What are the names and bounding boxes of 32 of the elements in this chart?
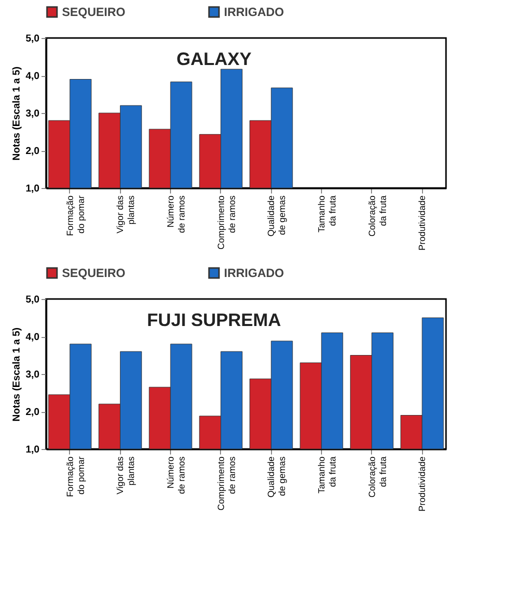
y-axis-title: Notas (Escala 1 a 5) bbox=[12, 66, 23, 160]
x-tick-label: Vigor das plantas bbox=[115, 456, 136, 494]
y-tick-label: 3,0 bbox=[26, 108, 40, 120]
y-tick-label: 2,0 bbox=[26, 407, 40, 418]
y-tick-label: 3,0 bbox=[26, 370, 40, 380]
x-tick-label: Comprimento de ramos bbox=[216, 456, 237, 511]
y-tick-label: 4,0 bbox=[26, 71, 40, 82]
text: GALAXY bbox=[176, 49, 252, 69]
x-tick-label: Produtividade bbox=[417, 456, 428, 512]
y-tick-label: 1,0 bbox=[26, 444, 40, 456]
x-tick-label: Vigor das plantas bbox=[115, 195, 136, 234]
x-tick-label: Coloração da fruta bbox=[366, 456, 388, 498]
x-tick-label: Formação do pomar bbox=[64, 456, 86, 498]
x-tick-label: Tamanho da fruta bbox=[316, 456, 338, 494]
x-tick-label: Formação do pomar bbox=[64, 196, 86, 236]
x-tick-label: Coloração da fruta bbox=[366, 196, 388, 237]
legend-label: SEQUEIRO bbox=[62, 5, 126, 19]
y-tick-label: 4,0 bbox=[26, 332, 40, 343]
y-tick-label: 5,0 bbox=[26, 34, 40, 44]
y-tick-label: 1,0 bbox=[26, 184, 40, 194]
legend-label: SEQUEIRO bbox=[62, 266, 126, 280]
text: FUJI SUPREMA bbox=[146, 310, 282, 330]
legend-label: IRRIGADO bbox=[224, 5, 284, 19]
y-tick-label: 5,0 bbox=[26, 294, 40, 306]
y-tick-label: 2,0 bbox=[26, 146, 40, 157]
x-tick-label: Produtividade bbox=[417, 196, 428, 251]
x-tick-label: Tamanho da fruta bbox=[316, 196, 338, 233]
x-tick-label: Comprimento de ramos bbox=[216, 195, 237, 250]
legend-label: IRRIGADO bbox=[224, 266, 284, 280]
y-axis-title: Notas (Escala 1 a 5) bbox=[12, 328, 23, 422]
x-tick-label: Número de ramos bbox=[166, 456, 187, 494]
x-tick-label: Número de ramos bbox=[166, 195, 187, 234]
